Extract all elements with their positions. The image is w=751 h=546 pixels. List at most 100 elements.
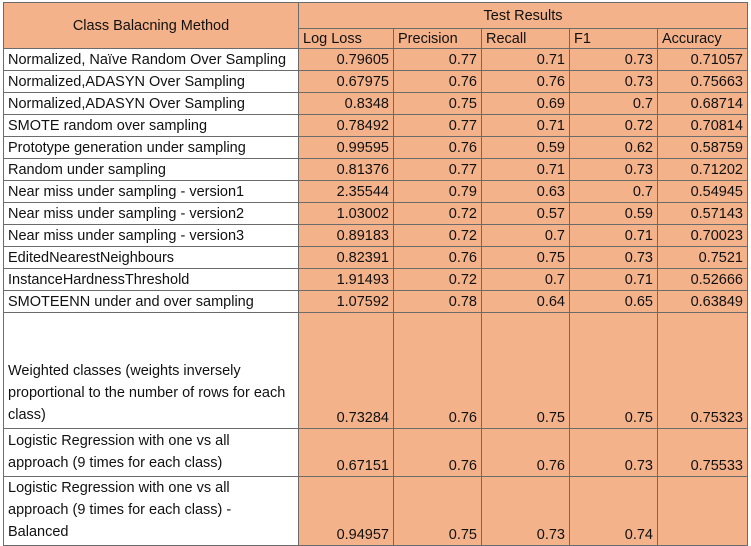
accuracy-cell[interactable]: 0.58759 [657,136,748,159]
accuracy-cell[interactable]: 0.75323 [657,312,748,429]
f1-cell[interactable]: 0.72 [569,114,658,137]
column-header-recall[interactable]: Recall [481,28,570,49]
column-header-precision[interactable]: Precision [393,28,482,49]
accuracy-cell[interactable]: 0.71057 [657,48,748,71]
method-cell[interactable]: Near miss under sampling - version1 [3,180,299,203]
accuracy-cell[interactable]: 0.54945 [657,180,748,203]
method-cell[interactable]: Normalized,ADASYN Over Sampling [3,92,299,115]
recall-cell[interactable]: 0.71 [481,158,570,181]
accuracy-cell[interactable] [657,476,748,546]
f1-cell[interactable]: 0.62 [569,136,658,159]
table-row: Near miss under sampling - version1 2.355… [3,180,748,203]
precision-cell[interactable]: 0.77 [393,158,482,181]
accuracy-cell[interactable]: 0.70023 [657,224,748,247]
log-loss-cell[interactable]: 0.82391 [298,246,394,269]
recall-cell[interactable]: 0.73 [481,476,570,546]
precision-cell[interactable]: 0.76 [393,70,482,93]
f1-cell[interactable]: 0.73 [569,70,658,93]
log-loss-cell[interactable]: 0.79605 [298,48,394,71]
precision-cell[interactable]: 0.78 [393,290,482,313]
precision-cell[interactable]: 0.76 [393,312,482,429]
log-loss-cell[interactable]: 0.78492 [298,114,394,137]
method-cell[interactable]: InstanceHardnessThreshold [3,268,299,291]
accuracy-cell[interactable]: 0.57143 [657,202,748,225]
accuracy-cell[interactable]: 0.70814 [657,114,748,137]
recall-cell[interactable]: 0.76 [481,70,570,93]
f1-cell[interactable]: 0.65 [569,290,658,313]
recall-cell[interactable]: 0.57 [481,202,570,225]
f1-cell[interactable]: 0.73 [569,246,658,269]
recall-cell[interactable]: 0.71 [481,114,570,137]
method-cell[interactable]: EditedNearestNeighbours [3,246,299,269]
precision-cell[interactable]: 0.77 [393,114,482,137]
f1-cell[interactable]: 0.73 [569,158,658,181]
method-cell[interactable]: Weighted classes (weights inversely prop… [3,312,299,429]
method-cell[interactable]: Logistic Regression with one vs all appr… [3,428,299,477]
recall-cell[interactable]: 0.63 [481,180,570,203]
f1-cell[interactable]: 0.74 [569,476,658,546]
precision-cell[interactable]: 0.77 [393,48,482,71]
test-results-header[interactable]: Test Results [298,2,748,29]
recall-cell[interactable]: 0.71 [481,48,570,71]
precision-cell[interactable]: 0.76 [393,246,482,269]
log-loss-cell[interactable]: 0.81376 [298,158,394,181]
log-loss-cell[interactable]: 0.89183 [298,224,394,247]
f1-cell[interactable]: 0.75 [569,312,658,429]
log-loss-cell[interactable]: 0.73284 [298,312,394,429]
precision-cell[interactable]: 0.75 [393,476,482,546]
accuracy-cell[interactable]: 0.7521 [657,246,748,269]
precision-cell[interactable]: 0.79 [393,180,482,203]
column-header-f1[interactable]: F1 [569,28,658,49]
method-cell[interactable]: Normalized,ADASYN Over Sampling [3,70,299,93]
recall-cell[interactable]: 0.69 [481,92,570,115]
method-cell[interactable]: Normalized, Naïve Random Over Sampling [3,48,299,71]
log-loss-cell[interactable]: 2.35544 [298,180,394,203]
log-loss-cell[interactable]: 0.67975 [298,70,394,93]
accuracy-cell[interactable]: 0.71202 [657,158,748,181]
method-column-header[interactable]: Class Balacning Method [3,2,299,49]
log-loss-cell[interactable]: 1.07592 [298,290,394,313]
precision-cell[interactable]: 0.76 [393,428,482,477]
precision-cell[interactable]: 0.72 [393,224,482,247]
recall-cell[interactable]: 0.7 [481,224,570,247]
column-header-log-loss[interactable]: Log Loss [298,28,394,49]
recall-cell[interactable]: 0.7 [481,268,570,291]
log-loss-cell[interactable]: 0.67151 [298,428,394,477]
recall-cell[interactable]: 0.75 [481,246,570,269]
method-cell[interactable]: Logistic Regression with one vs all appr… [3,476,299,546]
log-loss-cell[interactable]: 1.03002 [298,202,394,225]
log-loss-cell[interactable]: 0.94957 [298,476,394,546]
f1-cell[interactable]: 0.59 [569,202,658,225]
column-header-accuracy[interactable]: Accuracy [657,28,748,49]
accuracy-cell[interactable]: 0.75663 [657,70,748,93]
header-row-group: Class Balacning Method Test Results [3,2,748,49]
f1-cell[interactable]: 0.73 [569,48,658,71]
log-loss-cell[interactable]: 0.99595 [298,136,394,159]
table-row: Random under sampling 0.81376 0.77 0.71 0.73… [3,158,748,181]
precision-cell[interactable]: 0.72 [393,202,482,225]
recall-cell[interactable]: 0.75 [481,312,570,429]
f1-cell[interactable]: 0.71 [569,268,658,291]
recall-cell[interactable]: 0.64 [481,290,570,313]
f1-cell[interactable]: 0.7 [569,92,658,115]
f1-cell[interactable]: 0.73 [569,428,658,477]
method-cell[interactable]: Near miss under sampling - version2 [3,202,299,225]
log-loss-cell[interactable]: 1.91493 [298,268,394,291]
accuracy-cell[interactable]: 0.68714 [657,92,748,115]
f1-cell[interactable]: 0.71 [569,224,658,247]
method-cell[interactable]: Near miss under sampling - version3 [3,224,299,247]
recall-cell[interactable]: 0.76 [481,428,570,477]
method-cell[interactable]: Random under sampling [3,158,299,181]
log-loss-cell[interactable]: 0.8348 [298,92,394,115]
accuracy-cell[interactable]: 0.63849 [657,290,748,313]
f1-cell[interactable]: 0.7 [569,180,658,203]
accuracy-cell[interactable]: 0.52666 [657,268,748,291]
recall-cell[interactable]: 0.59 [481,136,570,159]
method-cell[interactable]: SMOTEENN under and over sampling [3,290,299,313]
method-cell[interactable]: Prototype generation under sampling [3,136,299,159]
accuracy-cell[interactable]: 0.75533 [657,428,748,477]
precision-cell[interactable]: 0.72 [393,268,482,291]
precision-cell[interactable]: 0.75 [393,92,482,115]
method-cell[interactable]: SMOTE random over sampling [3,114,299,137]
precision-cell[interactable]: 0.76 [393,136,482,159]
